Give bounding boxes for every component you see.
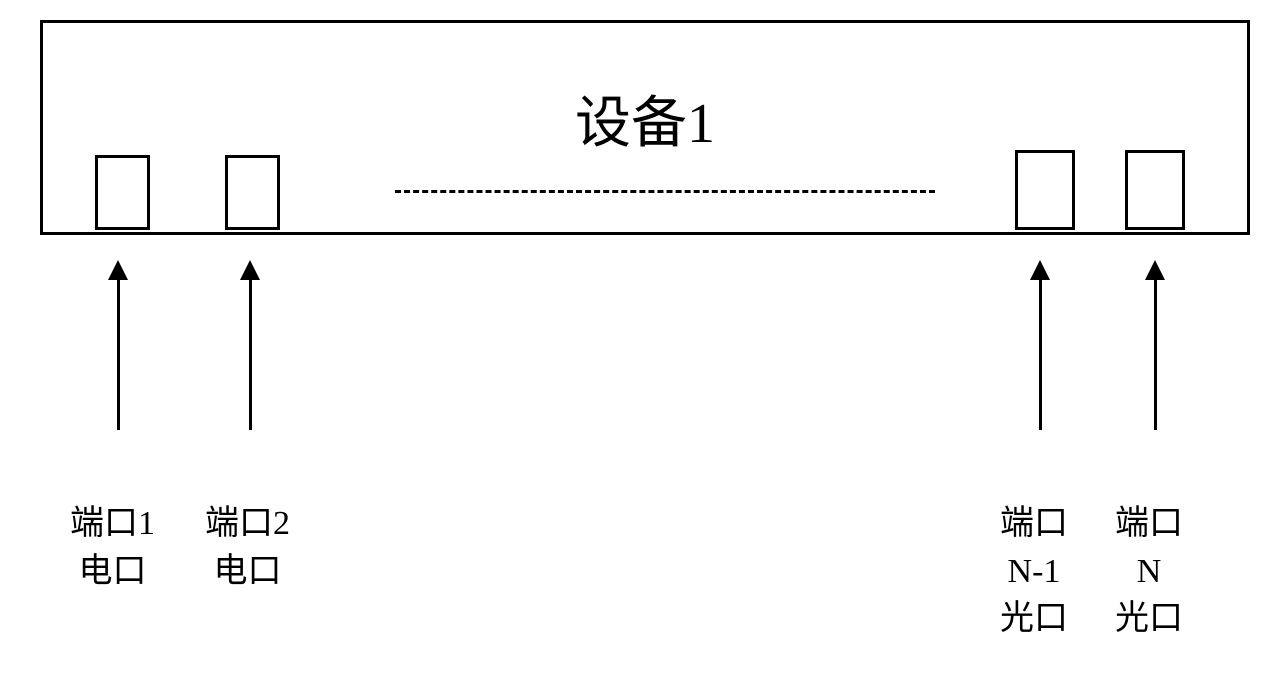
port-1-label: 端口1 电口	[70, 500, 155, 595]
port-n-arrow-head	[1145, 260, 1165, 280]
port-n	[1125, 150, 1185, 230]
port-n-1-arrow-line	[1039, 280, 1042, 430]
port-n-label: 端口 N 光口	[1115, 500, 1183, 643]
port-1	[95, 155, 150, 230]
port-n-1	[1015, 150, 1075, 230]
port-2-arrow-line	[249, 280, 252, 430]
port-n-1-label: 端口 N-1 光口	[1000, 500, 1068, 643]
dashed-connector-line	[395, 190, 935, 193]
port-n-arrow-line	[1154, 280, 1157, 430]
port-1-arrow-head	[108, 260, 128, 280]
port-n-1-arrow-head	[1030, 260, 1050, 280]
port-1-arrow-line	[117, 280, 120, 430]
port-2	[225, 155, 280, 230]
device-title: 设备1	[43, 78, 1247, 159]
port-2-label: 端口2 电口	[205, 500, 290, 595]
port-2-arrow-head	[240, 260, 260, 280]
